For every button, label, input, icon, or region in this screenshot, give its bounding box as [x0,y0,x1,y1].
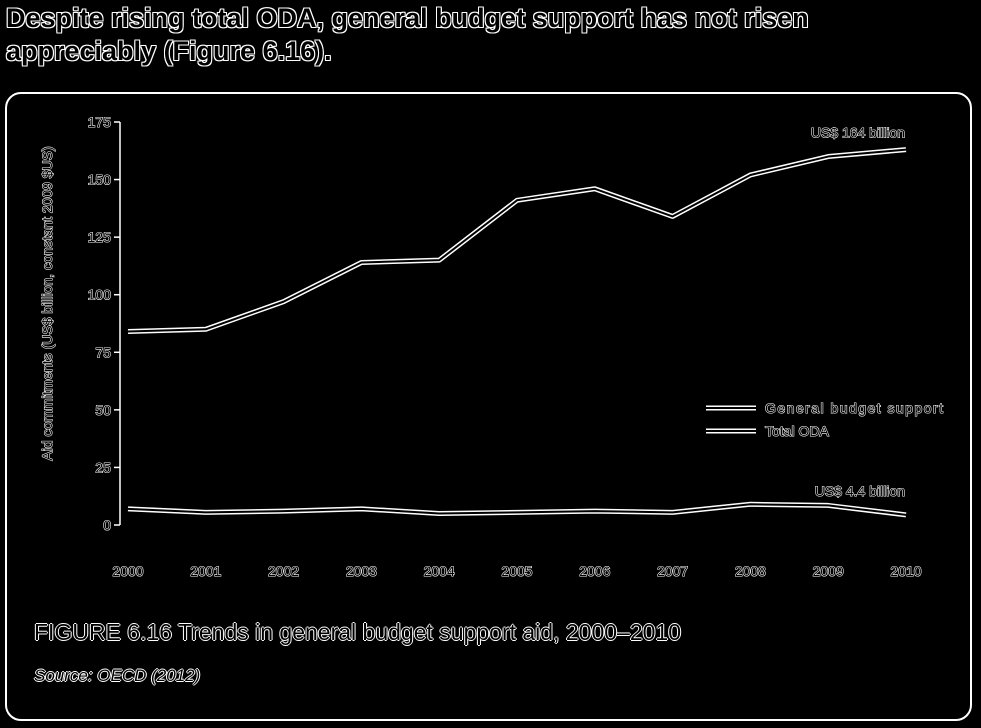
heading-line-1: Despite rising total ODA, general budget… [6,3,809,33]
figure-frame [5,92,972,721]
chart-lines [127,147,907,518]
y-tick-label: 0 [103,517,111,533]
x-tick-label: 2003 [346,563,377,579]
slide-heading: Despite rising total ODA, general budget… [6,2,966,68]
y-tick-label: 50 [95,402,111,418]
x-tick-label: 2005 [501,563,532,579]
y-tick-label: 125 [88,229,112,245]
chart-labels: General budget support Total ODA US$ 164 b… [706,124,944,499]
y-tick-label: 25 [95,459,111,475]
y-tick-label: 150 [88,172,112,188]
x-tick-label: 2008 [735,563,766,579]
y-tick-label: 100 [88,287,112,303]
x-tick-label: 2009 [813,563,844,579]
x-tick-label: 2010 [890,563,921,579]
legend-label: Total ODA [765,423,829,439]
annotation-label: US$ 4.4 billion [815,483,905,499]
y-tick-label: 75 [95,344,111,360]
x-tick-label: 2004 [424,563,455,579]
series-line-outline-1 [127,147,907,335]
series-line-0 [127,503,907,516]
legend-label: General budget support [765,400,943,416]
annotation-label: US$ 164 billion [811,125,905,141]
series-line-1 [127,148,907,333]
figure-caption: FIGURE 6.16 Trends in general budget sup… [34,619,681,645]
x-tick-label: 2007 [657,563,688,579]
x-tick-label: 2000 [112,563,143,579]
x-tick-label: 2001 [190,563,221,579]
y-tick-label: 175 [88,114,112,130]
x-tick-label: 2006 [579,563,610,579]
figure-source: Source: OECD (2012) [34,666,201,685]
x-tick-label: 2002 [268,563,299,579]
chart-axes: 0 25 50 75 100 125 150 175 2000 2001 2002 2003 2004 2… [38,113,922,579]
heading-line-2: appreciably (Figure 6.16). [6,36,332,66]
y-axis-label: Aid commitments (US$ billion, constant 2… [39,146,55,460]
